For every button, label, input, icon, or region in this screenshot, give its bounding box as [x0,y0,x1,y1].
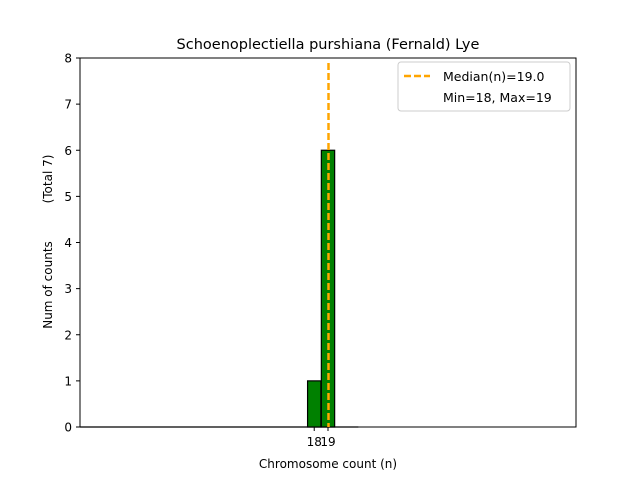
y-tick-label-4: 4 [64,236,72,250]
legend: Median(n)=19.0 Min=18, Max=19 [397,61,571,112]
legend-box [397,61,571,112]
y-axis-label: Num of counts [41,241,55,329]
x-axis-label: Chromosome count (n) [259,457,397,471]
y-tick-label-2: 2 [64,328,72,342]
chart-title: Schoenoplectiella purshiana (Fernald) Ly… [177,37,480,53]
y-tick-label-5: 5 [64,190,72,204]
y-axis-ticks: 0 1 2 3 4 5 6 7 8 [64,52,80,435]
y-tick-label-7: 7 [64,98,72,112]
legend-range-label: Min=18, Max=19 [443,90,552,105]
y-tick-label-6: 6 [64,144,72,158]
x-tick-label-19: 19 [320,435,335,449]
y-axis-total-label: (Total 7) [41,155,55,204]
y-tick-label-0: 0 [64,421,72,435]
y-tick-label-3: 3 [64,282,72,296]
bar-18 [306,380,322,428]
y-tick-label-1: 1 [64,374,72,388]
y-tick-label-8: 8 [64,52,72,66]
legend-median-label: Median(n)=19.0 [443,69,544,84]
x-tick-label-18: 18 [307,435,322,449]
